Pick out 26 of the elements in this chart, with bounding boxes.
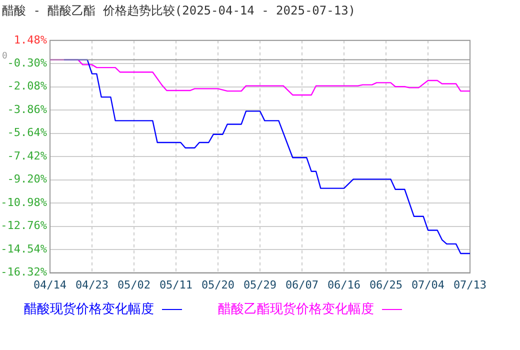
- legend-label: 醋酸现货价格变化幅度: [24, 301, 154, 318]
- y-tick-label: -10.98%: [0, 196, 48, 209]
- y-tick-label: -2.08%: [7, 80, 48, 93]
- x-tick-label: 06/16: [327, 278, 361, 292]
- y-tick-label: -14.54%: [0, 242, 48, 256]
- y-tick-label: -16.32%: [0, 266, 48, 279]
- x-tick-label: 05/29: [243, 278, 277, 292]
- y-tick-label: -9.20%: [7, 172, 48, 186]
- y-tick-label: -12.76%: [0, 219, 48, 232]
- x-tick-label: 07/13: [453, 278, 487, 292]
- x-tick-label: 05/11: [159, 278, 193, 292]
- x-tick-label: 07/04: [411, 278, 445, 292]
- x-tick-label: 06/07: [285, 278, 319, 292]
- y-tick-label: -5.64%: [7, 126, 48, 140]
- ref-line-label: 0: [2, 52, 8, 62]
- chart-title: 醋酸 - 醋酸乙酯 价格趋势比较(2025-04-14 - 2025-07-13): [2, 3, 356, 18]
- legend-label: 醋酸乙酯现货价格变化幅度: [218, 301, 374, 318]
- x-tick-label: 05/02: [117, 278, 151, 292]
- x-tick-label: 04/23: [75, 278, 109, 292]
- y-tick-label: 1.48%: [14, 33, 48, 46]
- x-tick-label: 06/25: [369, 278, 403, 292]
- y-tick-label: -7.42%: [7, 149, 48, 162]
- x-tick-label: 04/14: [33, 278, 67, 292]
- y-tick-label: -3.86%: [7, 102, 48, 116]
- y-tick-label: -0.30%: [7, 56, 48, 70]
- x-tick-label: 05/20: [201, 278, 235, 292]
